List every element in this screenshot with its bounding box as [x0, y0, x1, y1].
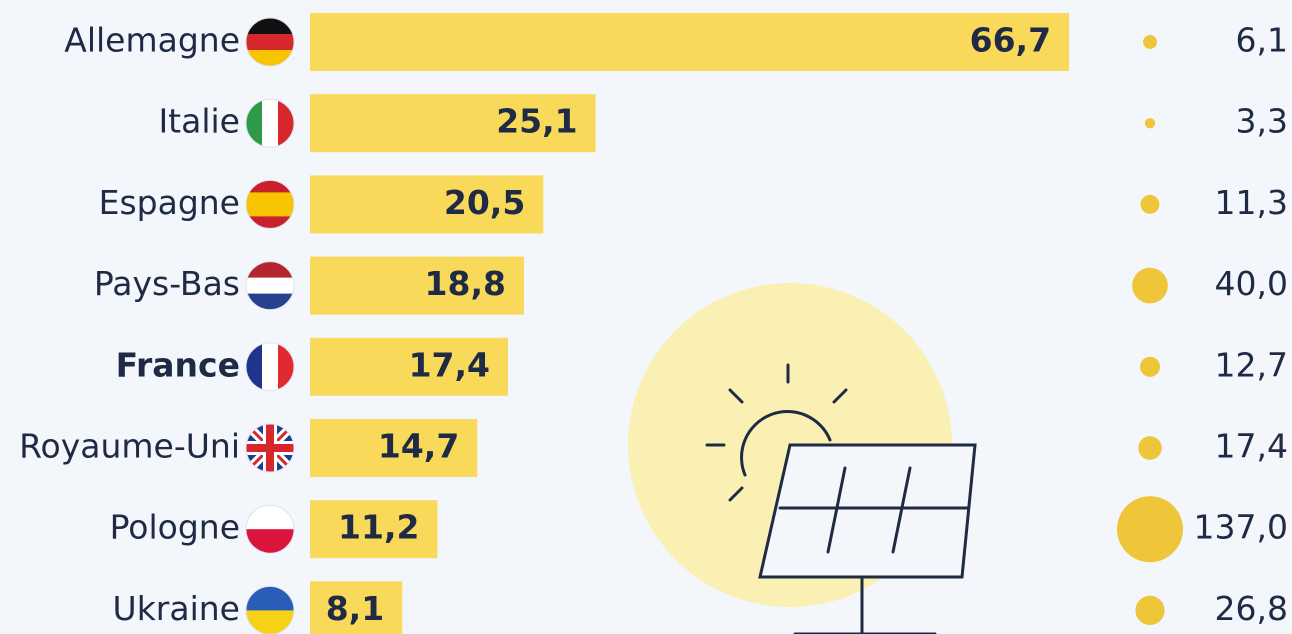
category-label: Italie	[158, 102, 240, 141]
bubble-value-label: 17,4	[1215, 427, 1288, 466]
category-label: Allemagne	[64, 21, 240, 60]
flag-part	[246, 343, 263, 391]
flag-part	[246, 529, 294, 554]
flag-part	[278, 99, 295, 147]
flag-part	[246, 262, 294, 279]
bar-value-label: 17,4	[409, 345, 490, 384]
flag-part	[246, 99, 263, 147]
chart: Allemagne Italie Espagne Pays-Bas France Roya…	[0, 0, 1292, 634]
flag-part	[246, 192, 294, 205]
bubble-value-label: 3,3	[1236, 102, 1288, 141]
bubble	[1140, 357, 1160, 377]
bubble-value-label: 11,3	[1215, 183, 1288, 222]
bubble-value-label: 40,0	[1215, 264, 1288, 303]
flag-part	[246, 50, 294, 67]
bar-value-label: 18,8	[425, 264, 506, 303]
flag-part	[246, 586, 294, 611]
category-label: France	[116, 345, 240, 384]
flag-part	[278, 343, 295, 391]
bubble	[1135, 596, 1164, 625]
flag-part	[246, 505, 294, 530]
flag-part	[262, 99, 279, 147]
bar	[310, 13, 1069, 71]
flag-part	[246, 216, 294, 229]
bar-value-label: 11,2	[338, 508, 419, 547]
flag-part	[246, 278, 294, 295]
decoration	[628, 283, 975, 634]
category-label: Royaume-Uni	[19, 427, 240, 466]
category-label: Pays-Bas	[94, 264, 240, 303]
bubble	[1145, 118, 1155, 128]
bubble	[1143, 35, 1157, 49]
bubble	[1138, 436, 1162, 460]
flag-part	[246, 18, 294, 35]
page: {"chart_data": {"type": "bar", "categori…	[0, 0, 1292, 634]
category-label: Pologne	[110, 508, 240, 547]
flag-part	[246, 294, 294, 311]
flag-part	[246, 34, 294, 51]
bubble-value-label: 26,8	[1215, 589, 1288, 628]
bar-value-label: 20,5	[444, 183, 525, 222]
bubble	[1132, 268, 1168, 304]
flag-part	[246, 204, 294, 217]
bubble	[1117, 496, 1183, 562]
bubble	[1141, 195, 1160, 214]
bubble-value-label: 137,0	[1194, 508, 1288, 547]
flag-part	[262, 343, 279, 391]
bar-value-label: 14,7	[378, 427, 459, 466]
bubble-value-label: 6,1	[1236, 21, 1288, 60]
category-label: Espagne	[99, 183, 240, 222]
bubble-value-label: 12,7	[1215, 345, 1288, 384]
category-label: Ukraine	[113, 589, 240, 628]
flag-part	[246, 610, 294, 634]
bar-value-label: 66,7	[970, 21, 1051, 60]
bar-value-label: 25,1	[496, 102, 577, 141]
bar-value-label: 8,1	[326, 589, 384, 628]
